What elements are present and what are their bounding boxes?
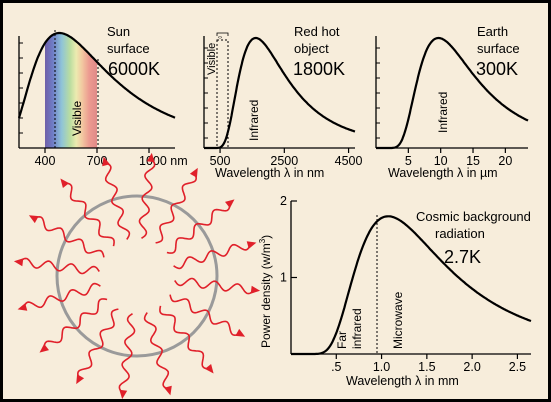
sun-x-tick-label: 400: [35, 154, 56, 168]
radiation-wave: [33, 215, 105, 258]
earth-x-tick-label: 10: [434, 154, 448, 168]
sun-x-tick-label: 1000 nm: [139, 154, 188, 168]
redhot-panel: ‹› 500 2500 4500 Red hot object 1800K Visi…: [203, 24, 363, 180]
arrowhead-icon: [39, 343, 49, 353]
sun-title-line2: surface: [107, 41, 150, 56]
cmb-ylabel-close: ): [259, 235, 273, 239]
sun-visible-band-fill: [45, 33, 97, 148]
sun-x-ticks: 400 700 1000 nm: [35, 148, 188, 168]
sun-x-tick-label: 700: [87, 154, 108, 168]
cmb-x-tick-label: 2.0: [463, 360, 480, 374]
cmb-ylabel-text: Power density (w/m: [259, 243, 273, 348]
cmb-ylabel-sup: 3: [258, 238, 267, 243]
cmb-x-ticks: .5 1.0 1.5 2.0 2.5: [331, 354, 526, 374]
sun-panel: 400 700 1000 nm Sun surface 6000K Visible: [17, 24, 188, 168]
earth-temperature: 300K: [476, 59, 518, 79]
sun-visible-label: Visible: [70, 101, 84, 136]
arrowhead-icon: [235, 328, 246, 337]
radiation-wave: [22, 282, 101, 309]
cmb-x-tick-label: 2.5: [509, 360, 526, 374]
earth-x-tick-label: 5: [405, 154, 412, 168]
arrowhead-icon: [28, 215, 39, 224]
radiation-wave: [169, 294, 241, 337]
earth-x-tick-label: 20: [498, 154, 512, 168]
radiation-wave: [155, 172, 198, 244]
blackbody-figure: 400 700 1000 nm Sun surface 6000K Visible …: [13, 24, 532, 399]
cmb-x-tick-label: .5: [331, 360, 341, 374]
redhot-curve: [204, 36, 356, 150]
radiation-wave: [104, 161, 131, 240]
redhot-bracket-arrow-icon: ‹›: [218, 35, 222, 41]
radiation-wave: [76, 308, 119, 380]
redhot-x-ticks: 500 2500 4500: [210, 148, 363, 168]
earth-title-line1: Earth: [477, 24, 508, 39]
arrowhead-icon: [102, 156, 110, 167]
radiation-wave: [64, 182, 115, 247]
sun-title-line1: Sun: [107, 24, 130, 39]
sun-temperature: 6000K: [108, 59, 160, 79]
redhot-x-tick-label: 4500: [335, 154, 363, 168]
arrowhead-icon: [119, 389, 128, 399]
arrowhead-icon: [146, 152, 155, 163]
redhot-temperature: 1800K: [293, 59, 345, 79]
radiation-wave: [174, 277, 255, 295]
radiation-wave: [173, 243, 252, 270]
radiation-wave: [118, 313, 136, 394]
arrowhead-icon: [76, 374, 85, 385]
cmb-microwave-label: Microwave: [391, 291, 405, 349]
arrowhead-icon: [246, 241, 257, 249]
earth-x-tick-label: 15: [466, 154, 480, 168]
cmb-panel: 12 .5 1.0 1.5 2.0 2.5 Cosmic background radi…: [258, 194, 532, 388]
earth-x-ticks: 5 10 15 20: [405, 148, 512, 168]
cmb-far-label: Far: [335, 331, 349, 349]
sun-curve: [17, 31, 176, 119]
cmb-y-ticks: 12: [280, 194, 297, 285]
radiating-sphere: [13, 152, 261, 399]
radiation-wave: [19, 257, 100, 275]
radiation-wave: [43, 298, 108, 349]
cmb-x-tick-label: 1.0: [373, 360, 390, 374]
redhot-infrared-label: Infrared: [247, 100, 261, 141]
cmb-curve: [291, 215, 532, 356]
redhot-x-tick-label: 500: [210, 154, 231, 168]
cmb-ylabel: Power density (w/m3): [258, 235, 273, 348]
redhot-title-line2: object: [294, 41, 329, 56]
radiation-wave: [159, 305, 210, 370]
arrowhead-icon: [13, 258, 24, 267]
cmb-title-line1: Cosmic background: [416, 209, 531, 224]
cmb-y-tick-label: 2: [280, 194, 287, 208]
arrowhead-icon: [17, 303, 28, 311]
arrowhead-icon: [204, 364, 214, 374]
arrowhead-icon: [164, 385, 172, 396]
cmb-xlabel: Wavelength λ in mm: [346, 374, 459, 388]
redhot-x-tick-label: 2500: [270, 154, 298, 168]
cmb-title-line2: radiation: [435, 226, 485, 241]
earth-curve: [376, 36, 529, 150]
redhot-visible-label: Visible: [206, 43, 218, 75]
sphere-outline: [55, 194, 219, 358]
figure-frame: 400 700 1000 nm Sun surface 6000K Visible …: [3, 3, 548, 399]
cmb-temperature: 2.7K: [444, 247, 481, 267]
earth-xlabel: Wavelength λ in µm: [388, 166, 498, 180]
earth-infrared-label: Infrared: [436, 92, 450, 133]
cmb-y-tick-label: 1: [280, 271, 287, 285]
redhot-y-ticks: [204, 47, 208, 139]
redhot-xlabel: Wavelength λ in nm: [215, 166, 324, 180]
cmb-x-tick-label: 1.5: [418, 360, 435, 374]
arrowhead-icon: [250, 285, 261, 294]
redhot-visible-bracket-icon: [216, 32, 229, 36]
radiation-wave: [143, 312, 170, 391]
arrowhead-icon: [60, 178, 70, 188]
earth-panel: 5 10 15 20 Earth surface 300K Infrared Wave…: [375, 24, 529, 180]
radiation-wave: [166, 203, 231, 254]
arrowhead-icon: [225, 199, 235, 209]
redhot-visible-box: [216, 39, 229, 149]
arrowhead-icon: [189, 167, 198, 178]
earth-title-line2: surface: [477, 41, 520, 56]
earth-y-ticks: [376, 47, 380, 139]
cmb-infrared-label: infrared: [350, 308, 364, 349]
radiation-wave: [138, 158, 156, 239]
redhot-title-line1: Red hot: [294, 24, 340, 39]
